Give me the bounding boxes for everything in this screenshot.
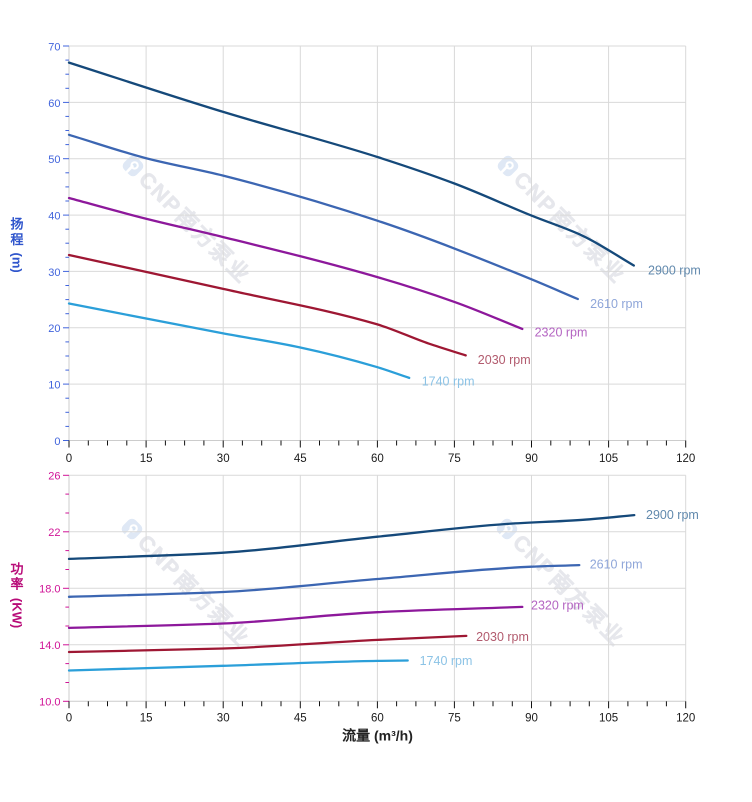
svg-text:流量 (m³/h): 流量 (m³/h): [342, 728, 413, 744]
svg-text:1740 rpm: 1740 rpm: [420, 654, 473, 668]
svg-text:20: 20: [48, 323, 60, 335]
svg-text:50: 50: [48, 154, 60, 166]
svg-text:0: 0: [54, 436, 60, 448]
svg-text:2610 rpm: 2610 rpm: [590, 297, 643, 311]
svg-text:0: 0: [66, 453, 72, 465]
svg-text:功: 功: [10, 562, 23, 577]
svg-text:120: 120: [676, 453, 695, 465]
svg-text:10.0: 10.0: [39, 697, 60, 709]
svg-text:45: 45: [294, 453, 307, 465]
svg-text:2610 rpm: 2610 rpm: [590, 558, 643, 572]
svg-text:程: 程: [10, 232, 23, 247]
svg-text:60: 60: [48, 98, 60, 110]
svg-text:2030 rpm: 2030 rpm: [478, 353, 531, 367]
svg-text:率: 率: [10, 577, 23, 592]
svg-text:105: 105: [599, 453, 618, 465]
svg-text:70: 70: [48, 41, 60, 53]
svg-text:60: 60: [371, 453, 384, 465]
svg-text:90: 90: [525, 713, 538, 725]
svg-text:2900 rpm: 2900 rpm: [648, 264, 701, 278]
svg-text:120: 120: [676, 713, 695, 725]
svg-text:22: 22: [48, 527, 60, 539]
svg-text:2030 rpm: 2030 rpm: [476, 630, 529, 644]
svg-text:1740 rpm: 1740 rpm: [422, 375, 475, 389]
svg-text:15: 15: [140, 713, 153, 725]
svg-text:2320 rpm: 2320 rpm: [535, 325, 588, 339]
svg-text:2320 rpm: 2320 rpm: [531, 598, 584, 612]
svg-text:(KW): (KW): [10, 598, 25, 628]
svg-text:105: 105: [599, 713, 618, 725]
svg-text:90: 90: [525, 453, 538, 465]
svg-text:18.0: 18.0: [39, 584, 60, 596]
svg-text:扬: 扬: [10, 217, 23, 232]
svg-text:75: 75: [448, 453, 461, 465]
svg-text:(m): (m): [10, 253, 25, 273]
svg-text:26: 26: [48, 471, 60, 483]
svg-text:30: 30: [48, 267, 60, 279]
svg-text:40: 40: [48, 211, 60, 223]
svg-text:45: 45: [294, 713, 307, 725]
svg-text:10: 10: [48, 380, 60, 392]
svg-text:15: 15: [140, 453, 153, 465]
svg-text:60: 60: [371, 713, 384, 725]
svg-text:2900 rpm: 2900 rpm: [646, 508, 699, 522]
svg-text:75: 75: [448, 713, 461, 725]
svg-text:0: 0: [66, 713, 72, 725]
svg-text:14.0: 14.0: [39, 640, 60, 652]
svg-text:30: 30: [217, 713, 230, 725]
svg-text:30: 30: [217, 453, 230, 465]
